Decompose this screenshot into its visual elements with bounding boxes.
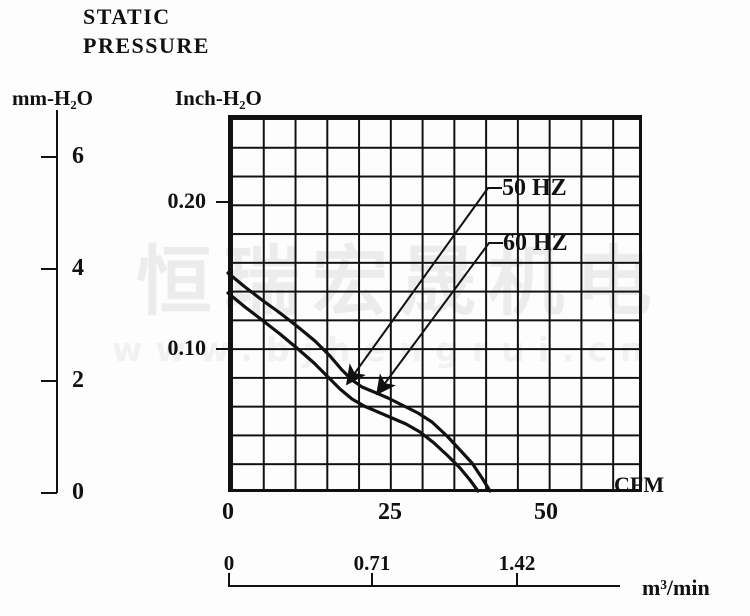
- mm-axis-tick-6: [41, 156, 57, 158]
- inch-axis-label-020: 0.20: [167, 188, 207, 213]
- cfm-axis-label-25: 25: [378, 499, 402, 525]
- mm-axis-tick-2: [41, 380, 57, 382]
- m3min-tick-071: [371, 573, 373, 585]
- mm-axis-label-4: 4: [72, 255, 84, 281]
- mm-axis-label-0: 0: [72, 479, 84, 505]
- m3min-tick-0: [228, 573, 230, 585]
- m3min-tick-142: [516, 573, 518, 585]
- mm-axis-label-2: 2: [72, 367, 84, 393]
- y-axis-unit-mm-h2o: mm-H₂O: [12, 86, 93, 110]
- inch-axis-tick-020: [216, 201, 228, 203]
- curve-label-60hz: 60 HZ: [503, 230, 568, 256]
- inch-axis-label-010: 0.10: [167, 335, 207, 360]
- chart-title-line2: PRESSURE: [83, 33, 210, 58]
- m3min-axis-unit: m³/min: [642, 575, 710, 600]
- y-axis-unit-inch-h2o: Inch-H₂O: [175, 86, 262, 110]
- m3min-label-071: 0.71: [353, 551, 391, 575]
- m3min-label-0: 0: [223, 551, 235, 575]
- m3min-label-142: 1.42: [498, 551, 536, 575]
- curve-label-50hz: 50 HZ: [502, 175, 567, 201]
- mm-axis-line: [56, 110, 58, 493]
- cfm-axis-unit: CFM: [614, 472, 665, 497]
- inch-axis-tick-010: [216, 348, 228, 350]
- mm-axis-tick-4: [41, 268, 57, 270]
- cfm-axis-label-0: 0: [222, 499, 234, 525]
- cfm-axis-label-50: 50: [534, 499, 558, 525]
- mm-axis-tick-0: [41, 492, 57, 494]
- m3min-axis-line: [228, 585, 620, 587]
- chart-title-line1: STATIC: [83, 4, 171, 29]
- mm-axis-label-6: 6: [72, 143, 84, 169]
- plot-area-grid: [228, 115, 642, 492]
